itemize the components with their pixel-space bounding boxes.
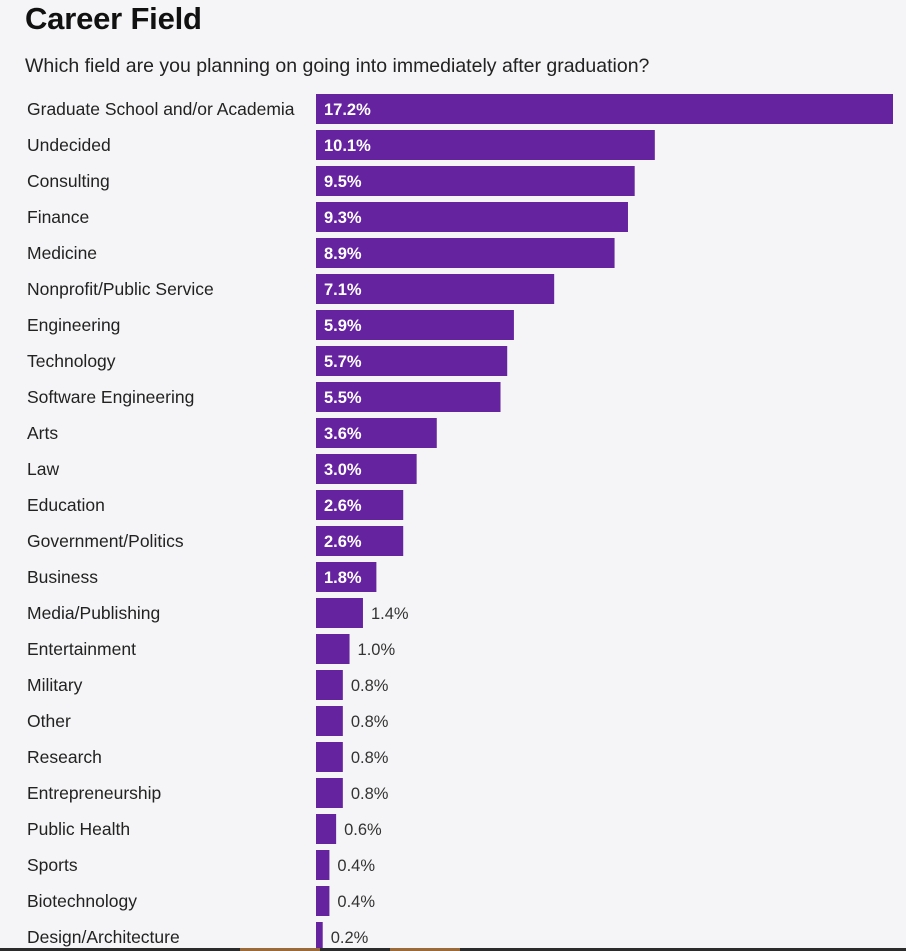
value-label: 0.8% (351, 713, 389, 731)
category-label: Graduate School and/or Academia (27, 99, 295, 119)
value-label: 17.2% (324, 101, 371, 119)
bar (316, 346, 508, 376)
value-label: 9.3% (324, 209, 362, 227)
value-label: 2.6% (324, 533, 362, 551)
value-label: 5.9% (324, 317, 362, 335)
category-label: Biotechnology (27, 891, 137, 911)
bar (316, 850, 330, 880)
bar (316, 94, 893, 124)
bar (316, 778, 343, 808)
category-label: Public Health (27, 819, 130, 839)
bar (316, 274, 555, 304)
bar (316, 562, 377, 592)
category-label: Business (27, 567, 98, 587)
bar (316, 814, 337, 844)
value-label: 7.1% (324, 281, 362, 299)
bar (316, 490, 404, 520)
value-label: 0.8% (351, 749, 389, 767)
category-label: Military (27, 675, 83, 695)
chart-subtitle: Which field are you planning on going in… (25, 55, 650, 77)
category-label: Finance (27, 207, 89, 227)
bar (316, 706, 343, 736)
bar (316, 238, 615, 268)
value-label: 3.6% (324, 425, 362, 443)
category-label: Medicine (27, 243, 97, 263)
category-label: Entertainment (27, 639, 136, 659)
bar (316, 130, 655, 160)
bar (316, 382, 501, 412)
bar (316, 742, 343, 772)
bottom-divider-accent (240, 948, 320, 951)
value-label: 0.8% (351, 677, 389, 695)
category-label: Media/Publishing (27, 603, 160, 623)
value-label: 9.5% (324, 173, 362, 191)
category-label: Sports (27, 855, 78, 875)
bar (316, 202, 628, 232)
category-label: Undecided (27, 135, 111, 155)
value-label: 2.6% (324, 497, 362, 515)
category-label: Design/Architecture (27, 927, 180, 947)
bar (316, 418, 437, 448)
category-label: Other (27, 711, 71, 731)
category-label: Research (27, 747, 102, 767)
value-label: 5.7% (324, 353, 362, 371)
bar (316, 670, 343, 700)
value-label: 1.4% (371, 605, 409, 623)
chart-title: Career Field (25, 1, 202, 36)
category-label: Consulting (27, 171, 110, 191)
category-label: Entrepreneurship (27, 783, 161, 803)
bottom-divider-accent (390, 948, 460, 951)
value-label: 0.2% (331, 929, 369, 947)
value-label: 5.5% (324, 389, 362, 407)
bar (316, 634, 350, 664)
bar (316, 310, 514, 340)
value-label: 8.9% (324, 245, 362, 263)
bar (316, 166, 635, 196)
category-label: Nonprofit/Public Service (27, 279, 214, 299)
category-label: Technology (27, 351, 116, 371)
value-label: 1.0% (358, 641, 396, 659)
category-label: Software Engineering (27, 387, 194, 407)
bar (316, 598, 363, 628)
category-label: Law (27, 459, 59, 479)
bar (316, 922, 323, 951)
value-label: 3.0% (324, 461, 362, 479)
category-label: Engineering (27, 315, 120, 335)
value-label: 0.4% (337, 893, 375, 911)
bar (316, 454, 417, 484)
bar (316, 526, 404, 556)
value-label: 10.1% (324, 137, 371, 155)
value-label: 0.8% (351, 785, 389, 803)
category-label: Government/Politics (27, 531, 184, 551)
bar (316, 886, 330, 916)
value-label: 0.4% (337, 857, 375, 875)
value-label: 0.6% (344, 821, 382, 839)
category-label: Education (27, 495, 105, 515)
category-label: Arts (27, 423, 58, 443)
value-label: 1.8% (324, 569, 362, 587)
